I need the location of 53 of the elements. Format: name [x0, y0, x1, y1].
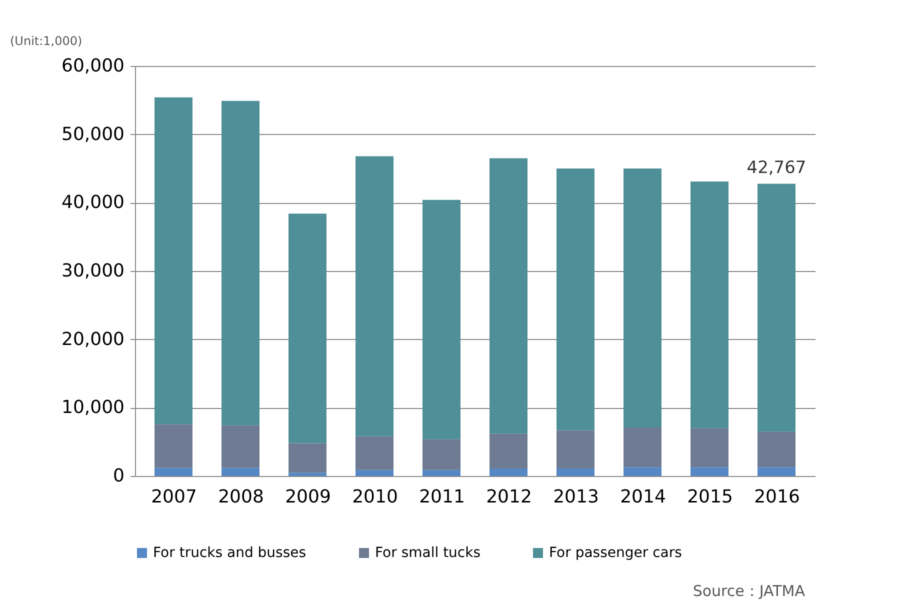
y-tick-label: 10,000 [62, 397, 124, 418]
bar [556, 430, 594, 468]
bar [288, 214, 326, 444]
bar [556, 468, 594, 476]
y-tick-label: 60,000 [62, 56, 124, 76]
bar [490, 434, 528, 468]
bar [758, 467, 796, 476]
x-tick-label: 2015 [687, 486, 733, 508]
x-tick-label: 2007 [151, 486, 197, 508]
bar [490, 468, 528, 476]
x-tick-label: 2010 [352, 486, 398, 508]
bar [690, 467, 728, 476]
bar [288, 472, 326, 476]
x-tick-label: 2009 [285, 486, 331, 508]
bar [154, 424, 192, 468]
bar [222, 468, 260, 476]
bar [154, 97, 192, 424]
bar [422, 470, 460, 476]
bar [222, 100, 260, 426]
bar [154, 468, 192, 476]
bar [422, 439, 460, 470]
x-tick-label: 2014 [620, 486, 666, 508]
y-tick-label: 0 [113, 466, 124, 486]
x-tick-label: 2008 [218, 486, 264, 508]
legend-label: For small tucks [375, 545, 481, 561]
bar [690, 181, 728, 428]
bar [624, 467, 662, 476]
bar [222, 425, 260, 468]
bar [758, 184, 796, 432]
text: (Unit:1,000) [10, 34, 82, 48]
bar [690, 428, 728, 468]
y-tick-label: 50,000 [62, 124, 124, 145]
bar [758, 432, 796, 468]
source-note: Source：JATMA [692, 582, 806, 600]
legend-label: For passenger cars [549, 545, 682, 561]
annotation: 42,767 [746, 158, 806, 178]
x-tick-label: 2012 [486, 486, 532, 508]
legend-label: For trucks and busses [153, 545, 306, 561]
bar [356, 436, 394, 470]
bar [356, 156, 394, 436]
y-tick-label: 20,000 [62, 328, 124, 350]
bar [556, 168, 594, 430]
bar [288, 443, 326, 473]
bar [422, 200, 460, 440]
bar [490, 158, 528, 434]
y-tick-label: 40,000 [62, 192, 124, 214]
bar [624, 168, 662, 428]
x-tick-label: 2016 [754, 486, 800, 508]
x-tick-label: 2013 [553, 486, 599, 508]
y-tick-label: 30,000 [62, 260, 124, 282]
bar [356, 470, 394, 476]
bar [624, 427, 662, 468]
x-tick-label: 2011 [419, 486, 465, 508]
